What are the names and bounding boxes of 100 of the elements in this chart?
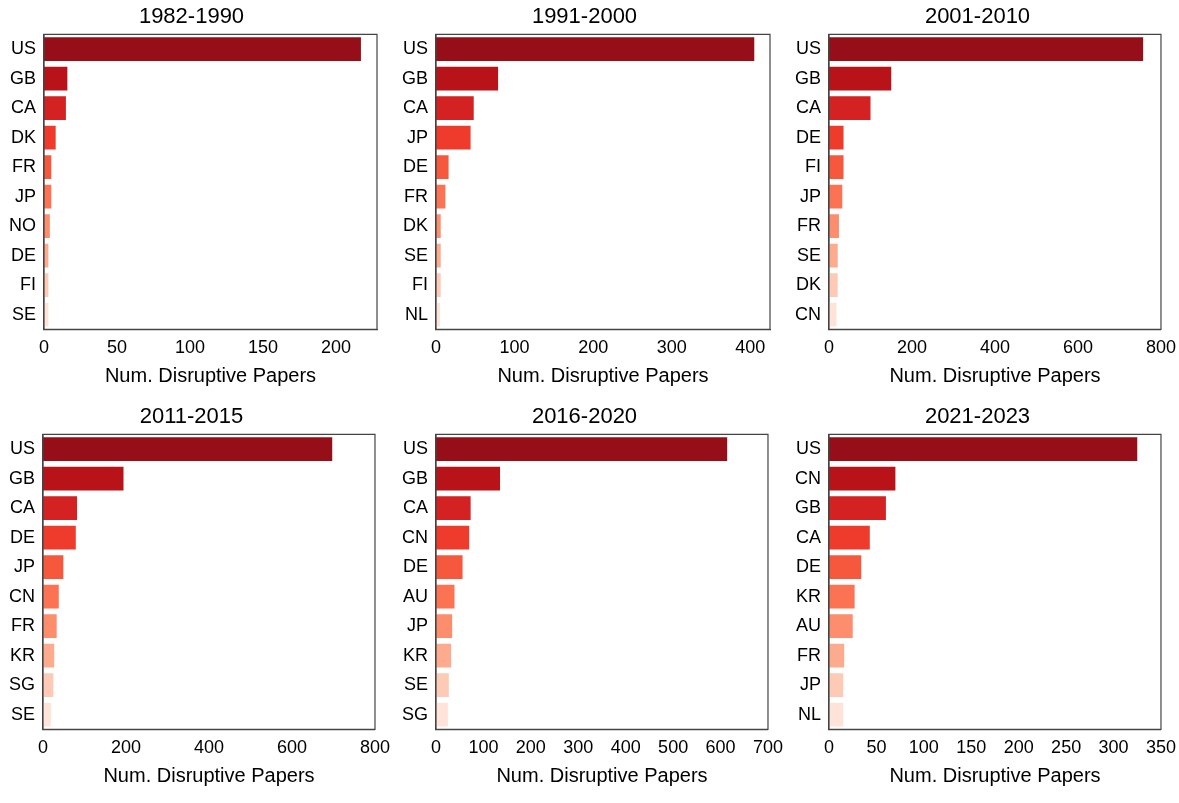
y-tick-label: JP xyxy=(13,556,36,577)
bar xyxy=(829,96,871,120)
y-tick-label: CN xyxy=(9,585,36,606)
bar xyxy=(829,273,838,297)
y-tick-label: SE xyxy=(403,674,429,695)
y-tick-label: DK xyxy=(795,274,822,295)
bar xyxy=(829,555,862,579)
x-tick-label: 400 xyxy=(735,337,766,358)
y-tick-label: DE xyxy=(9,526,36,547)
x-tick-label: 600 xyxy=(705,737,736,758)
y-tick-label: US xyxy=(795,438,822,459)
bar xyxy=(829,37,1144,61)
x-tick-label: 400 xyxy=(979,337,1011,358)
x-tick-label: 200 xyxy=(1003,737,1034,758)
y-tick-label: CN xyxy=(795,467,822,488)
x-axis-title: Num. Disruptive Papers xyxy=(889,763,1101,786)
x-tick-label: 350 xyxy=(1145,737,1177,758)
y-tick-label: CA xyxy=(9,497,36,518)
bar xyxy=(43,496,78,520)
bar xyxy=(436,555,463,579)
bar xyxy=(436,643,452,668)
x-tick-label: 600 xyxy=(1062,337,1094,358)
y-tick-label: FR xyxy=(11,615,36,636)
y-tick-label: AU xyxy=(402,585,429,606)
bar xyxy=(436,37,755,61)
y-tick-label: SE xyxy=(11,303,36,324)
y-tick-label: KR xyxy=(9,644,36,665)
x-axis-title: Num. Disruptive Papers xyxy=(497,363,709,386)
y-tick-label: DE xyxy=(402,156,429,177)
bar xyxy=(436,466,501,491)
x-tick-label: 0 xyxy=(824,337,835,358)
y-tick-label: US xyxy=(795,38,822,59)
x-tick-label: 50 xyxy=(107,337,128,358)
x-axis-title: Num. Disruptive Papers xyxy=(496,763,708,786)
x-tick-label: 200 xyxy=(321,337,352,358)
bar xyxy=(436,437,728,461)
chart-title: 1991-2000 xyxy=(531,3,638,29)
bar xyxy=(829,466,896,491)
bar xyxy=(829,155,844,179)
y-tick-label: FR xyxy=(12,156,36,177)
bar xyxy=(829,614,853,638)
bar xyxy=(829,673,844,697)
x-tick-label: 300 xyxy=(1098,737,1129,758)
y-tick-label: JP xyxy=(406,126,429,147)
x-tick-label: 200 xyxy=(578,337,609,358)
x-tick-label: 100 xyxy=(175,337,206,358)
x-tick-label: 50 xyxy=(866,737,887,758)
chart-title: 1982-1990 xyxy=(138,3,245,29)
x-tick-label: 150 xyxy=(248,337,279,358)
y-tick-label: US xyxy=(9,438,36,459)
x-tick-label: 300 xyxy=(656,337,687,358)
y-tick-label: GB xyxy=(401,67,429,88)
bar xyxy=(436,525,470,550)
y-tick-label: KR xyxy=(795,585,822,606)
chart-title: 2011-2015 xyxy=(139,403,244,429)
y-tick-label: CA xyxy=(10,97,36,118)
x-tick-label: 100 xyxy=(908,737,939,758)
y-tick-label: GB xyxy=(9,67,36,88)
bar xyxy=(436,125,471,150)
y-tick-label: DE xyxy=(795,126,822,147)
chart-title: 2021-2023 xyxy=(924,403,1031,429)
x-tick-label: 800 xyxy=(359,737,391,758)
y-tick-label: FI xyxy=(805,156,822,177)
y-tick-label: SE xyxy=(796,244,822,265)
chart-title: 2001-2010 xyxy=(924,3,1031,29)
x-axis-title: Num. Disruptive Papers xyxy=(889,363,1101,386)
x-axis-title: Num. Disruptive Papers xyxy=(104,363,317,386)
chart-title: 2016-2020 xyxy=(531,403,638,429)
x-axis-title: Num. Disruptive Papers xyxy=(103,763,315,786)
x-tick-label: 250 xyxy=(1051,737,1082,758)
x-tick-label: 600 xyxy=(276,737,308,758)
y-tick-label: FI xyxy=(20,274,36,295)
y-tick-label: CA xyxy=(795,97,822,118)
y-tick-label: NL xyxy=(404,303,429,324)
bar xyxy=(436,702,448,727)
x-tick-label: 200 xyxy=(896,337,928,358)
y-tick-label: US xyxy=(402,438,429,459)
x-tick-label: 200 xyxy=(110,737,142,758)
bar xyxy=(829,496,886,520)
y-tick-label: FI xyxy=(412,274,429,295)
y-tick-label: FR xyxy=(797,215,822,236)
x-tick-label: 200 xyxy=(515,737,546,758)
bar xyxy=(43,555,64,579)
bar xyxy=(436,614,453,638)
x-tick-label: 0 xyxy=(38,337,50,358)
y-tick-label: DE xyxy=(402,556,429,577)
y-tick-label: SE xyxy=(10,703,36,724)
bar xyxy=(829,584,855,609)
y-tick-label: GB xyxy=(8,467,36,488)
y-tick-label: JP xyxy=(406,615,429,636)
bar xyxy=(829,214,839,238)
bar xyxy=(436,584,455,609)
y-tick-label: SG xyxy=(8,674,36,695)
y-tick-label: JP xyxy=(799,674,822,695)
y-tick-label: JP xyxy=(14,185,36,206)
bar xyxy=(43,614,57,638)
bar xyxy=(829,66,892,91)
y-tick-label: AU xyxy=(795,615,822,636)
y-tick-label: KR xyxy=(402,644,429,665)
bar xyxy=(43,584,59,609)
